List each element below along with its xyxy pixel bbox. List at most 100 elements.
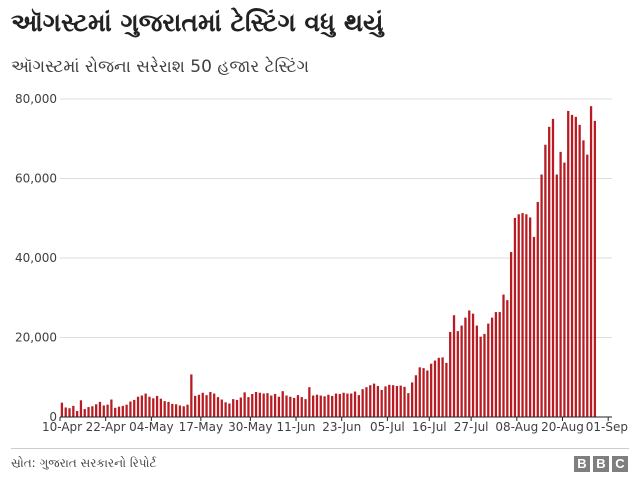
grid-lines <box>60 98 612 338</box>
bar <box>182 406 185 417</box>
bar <box>452 315 456 417</box>
bar <box>468 310 471 417</box>
bar <box>357 395 360 417</box>
bar <box>525 214 528 417</box>
bar <box>243 392 246 417</box>
bar <box>98 401 102 417</box>
bar <box>277 396 281 417</box>
bar <box>498 312 501 417</box>
bar <box>167 401 170 417</box>
bar <box>91 406 94 417</box>
bar <box>418 367 421 417</box>
bar <box>266 393 269 417</box>
bar <box>494 312 498 417</box>
bar <box>391 385 395 417</box>
bar <box>312 395 315 417</box>
y-axis-labels: 0 20,000 40,000 60,000 80,000 <box>15 92 57 424</box>
bar <box>479 336 482 417</box>
bar <box>395 385 399 417</box>
bar <box>578 124 581 418</box>
bar <box>216 397 220 417</box>
x-tick-label: 22-Apr <box>86 420 126 434</box>
bar <box>110 399 113 417</box>
bar <box>270 395 273 417</box>
bar <box>593 120 597 418</box>
bar <box>209 391 212 417</box>
bar <box>410 382 414 417</box>
footer-divider <box>11 448 629 449</box>
bar <box>426 370 429 417</box>
bar <box>513 217 517 417</box>
bar <box>433 360 437 417</box>
chart-subtitle: ઑગસ્ટમાં રોજના સરેરાશ 50 હજાર ટેસ્ટિંગ <box>11 57 310 77</box>
bar <box>190 374 193 417</box>
bar <box>292 397 296 417</box>
y-tick-label: 40,000 <box>15 251 57 265</box>
bar <box>121 405 124 417</box>
bar <box>506 300 509 417</box>
bar <box>87 407 90 417</box>
bar <box>445 362 448 417</box>
x-tick-label: 08-Aug <box>495 420 538 434</box>
bar <box>75 411 79 417</box>
bar <box>197 394 201 417</box>
bar <box>589 106 593 417</box>
bar <box>148 396 151 417</box>
x-tick-label: 10-Apr <box>42 420 82 434</box>
bar <box>331 395 334 417</box>
bar <box>95 404 98 417</box>
bar <box>570 114 574 418</box>
bar <box>353 391 357 417</box>
bar <box>483 333 486 417</box>
bar <box>300 397 303 417</box>
bar <box>350 393 353 417</box>
bar <box>251 393 254 417</box>
bar <box>551 118 555 417</box>
chart-title: ઑગસ્ટમાં ગુજરાતમાં ટેસ્ટિંગ વધુ થયું <box>11 8 384 37</box>
bar <box>456 331 459 417</box>
bar <box>559 151 562 417</box>
bar <box>235 399 239 417</box>
bar <box>376 385 380 417</box>
bar <box>342 392 345 417</box>
bar <box>228 403 231 417</box>
bar <box>79 400 83 417</box>
y-tick-label: 80,000 <box>15 92 57 106</box>
x-tick-label: 27-Jul <box>454 420 489 434</box>
bar <box>155 395 159 417</box>
bar <box>125 404 128 417</box>
bar <box>544 144 547 417</box>
bar <box>247 397 250 417</box>
bar <box>323 396 326 417</box>
bar <box>205 395 208 417</box>
bar <box>586 154 589 417</box>
bar <box>163 401 166 417</box>
bar <box>144 393 147 417</box>
bar <box>72 405 75 417</box>
bar <box>296 395 300 417</box>
bar <box>327 394 330 417</box>
bar <box>102 405 105 417</box>
bar <box>437 357 440 417</box>
bar <box>563 162 566 417</box>
bar-chart: 0 20,000 40,000 60,000 80,000 10-Apr 22-Apr 04… <box>15 92 628 434</box>
x-axis-labels: 10-Apr 22-Apr 04-May 17-May 30-May 11-Jun 23-J… <box>42 417 628 434</box>
bar <box>532 236 536 417</box>
source-note: સ્રોત: ગુજરાત સરકારનો રિપોર્ટ <box>11 456 157 470</box>
bar <box>129 401 132 417</box>
bar <box>133 399 136 417</box>
bar <box>213 393 216 417</box>
bar <box>106 404 109 417</box>
bar <box>136 396 140 417</box>
y-tick-label: 0 <box>49 410 57 424</box>
bar <box>220 399 223 417</box>
x-tick-label: 04-May <box>129 420 173 434</box>
bar <box>174 404 178 417</box>
bar <box>140 395 143 417</box>
bar <box>407 393 410 417</box>
bar <box>548 126 551 417</box>
bar <box>83 409 86 417</box>
bar <box>430 363 433 417</box>
bar <box>178 405 182 417</box>
bar <box>414 375 418 417</box>
